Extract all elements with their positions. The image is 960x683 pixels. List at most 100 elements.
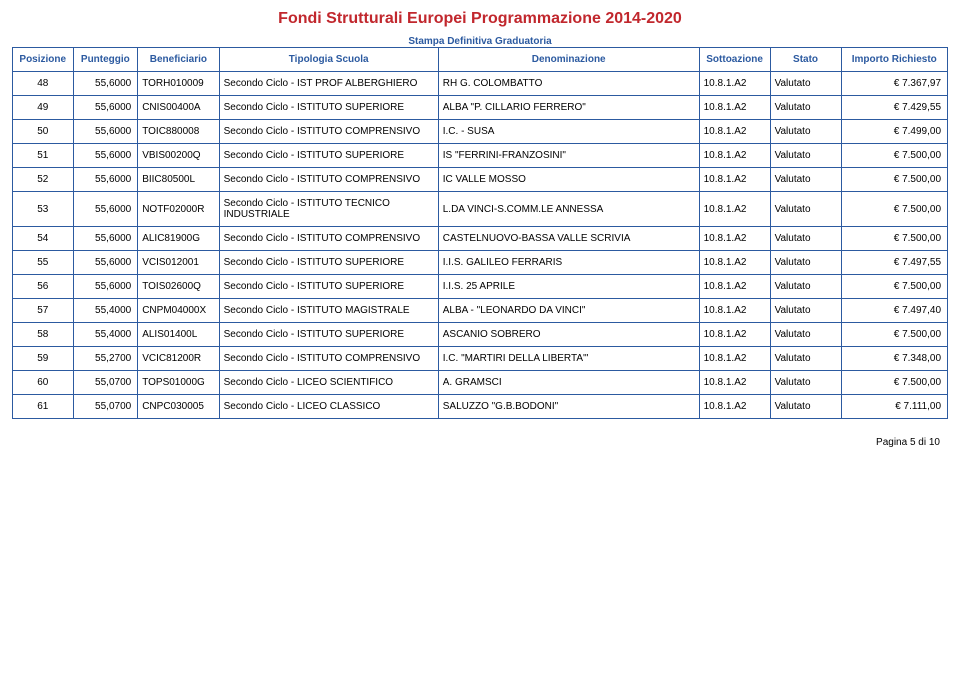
cell-importo: € 7.348,00 — [841, 347, 947, 371]
cell-importo: € 7.111,00 — [841, 395, 947, 419]
cell-punteggio: 55,6000 — [73, 168, 138, 192]
cell-stato: Valutato — [770, 323, 841, 347]
cell-importo: € 7.500,00 — [841, 144, 947, 168]
page-title: Fondi Strutturali Europei Programmazione… — [12, 10, 948, 28]
cell-sottoazione: 10.8.1.A2 — [699, 395, 770, 419]
table-row: 5655,6000TOIS02600QSecondo Ciclo - ISTIT… — [13, 275, 948, 299]
cell-denominazione: I.C. "MARTIRI DELLA LIBERTA'" — [438, 347, 699, 371]
cell-stato: Valutato — [770, 96, 841, 120]
cell-importo: € 7.500,00 — [841, 371, 947, 395]
cell-beneficiario: VCIC81200R — [138, 347, 219, 371]
cell-tipologia: Secondo Ciclo - LICEO SCIENTIFICO — [219, 371, 438, 395]
cell-punteggio: 55,6000 — [73, 120, 138, 144]
cell-punteggio: 55,2700 — [73, 347, 138, 371]
cell-sottoazione: 10.8.1.A2 — [699, 192, 770, 227]
cell-beneficiario: ALIC81900G — [138, 227, 219, 251]
graduatoria-table: Posizione Punteggio Beneficiario Tipolog… — [12, 47, 948, 419]
cell-tipologia: Secondo Ciclo - ISTITUTO SUPERIORE — [219, 144, 438, 168]
col-header-sottoazione: Sottoazione — [699, 48, 770, 72]
cell-importo: € 7.500,00 — [841, 323, 947, 347]
cell-tipologia: Secondo Ciclo - ISTITUTO MAGISTRALE — [219, 299, 438, 323]
cell-beneficiario: TOPS01000G — [138, 371, 219, 395]
cell-stato: Valutato — [770, 227, 841, 251]
cell-posizione: 58 — [13, 323, 74, 347]
cell-sottoazione: 10.8.1.A2 — [699, 275, 770, 299]
cell-sottoazione: 10.8.1.A2 — [699, 96, 770, 120]
col-header-punteggio: Punteggio — [73, 48, 138, 72]
cell-denominazione: ALBA - "LEONARDO DA VINCI" — [438, 299, 699, 323]
col-header-denominazione: Denominazione — [438, 48, 699, 72]
cell-denominazione: RH G. COLOMBATTO — [438, 72, 699, 96]
cell-importo: € 7.429,55 — [841, 96, 947, 120]
cell-punteggio: 55,0700 — [73, 371, 138, 395]
cell-importo: € 7.500,00 — [841, 275, 947, 299]
cell-posizione: 49 — [13, 96, 74, 120]
cell-tipologia: Secondo Ciclo - ISTITUTO COMPRENSIVO — [219, 120, 438, 144]
cell-posizione: 54 — [13, 227, 74, 251]
cell-sottoazione: 10.8.1.A2 — [699, 347, 770, 371]
cell-punteggio: 55,6000 — [73, 251, 138, 275]
cell-sottoazione: 10.8.1.A2 — [699, 120, 770, 144]
footer-total: 10 — [929, 437, 940, 448]
table-row: 5755,4000CNPM04000XSecondo Ciclo - ISTIT… — [13, 299, 948, 323]
cell-sottoazione: 10.8.1.A2 — [699, 299, 770, 323]
cell-beneficiario: NOTF02000R — [138, 192, 219, 227]
col-header-tipologia: Tipologia Scuola — [219, 48, 438, 72]
col-header-beneficiario: Beneficiario — [138, 48, 219, 72]
table-row: 5055,6000TOIC880008Secondo Ciclo - ISTIT… — [13, 120, 948, 144]
cell-tipologia: Secondo Ciclo - ISTITUTO TECNICO INDUSTR… — [219, 192, 438, 227]
table-row: 5255,6000BIIC80500LSecondo Ciclo - ISTIT… — [13, 168, 948, 192]
footer-label: Pagina 5 di — [876, 437, 926, 448]
table-row: 4855,6000TORH010009Secondo Ciclo - IST P… — [13, 72, 948, 96]
table-row: 5155,6000VBIS00200QSecondo Ciclo - ISTIT… — [13, 144, 948, 168]
cell-punteggio: 55,6000 — [73, 144, 138, 168]
cell-sottoazione: 10.8.1.A2 — [699, 144, 770, 168]
cell-stato: Valutato — [770, 192, 841, 227]
cell-beneficiario: VCIS012001 — [138, 251, 219, 275]
cell-posizione: 55 — [13, 251, 74, 275]
cell-importo: € 7.500,00 — [841, 227, 947, 251]
cell-beneficiario: TOIS02600Q — [138, 275, 219, 299]
cell-denominazione: ASCANIO SOBRERO — [438, 323, 699, 347]
cell-posizione: 59 — [13, 347, 74, 371]
cell-punteggio: 55,4000 — [73, 323, 138, 347]
cell-posizione: 56 — [13, 275, 74, 299]
table-row: 5955,2700VCIC81200RSecondo Ciclo - ISTIT… — [13, 347, 948, 371]
cell-posizione: 51 — [13, 144, 74, 168]
cell-beneficiario: CNPM04000X — [138, 299, 219, 323]
page-footer: Pagina 5 di 10 — [12, 437, 948, 448]
table-row: 6055,0700TOPS01000GSecondo Ciclo - LICEO… — [13, 371, 948, 395]
cell-denominazione: I.I.S. 25 APRILE — [438, 275, 699, 299]
cell-stato: Valutato — [770, 72, 841, 96]
cell-posizione: 61 — [13, 395, 74, 419]
cell-posizione: 60 — [13, 371, 74, 395]
cell-sottoazione: 10.8.1.A2 — [699, 227, 770, 251]
cell-stato: Valutato — [770, 347, 841, 371]
col-header-posizione: Posizione — [13, 48, 74, 72]
cell-denominazione: IS "FERRINI-FRANZOSINI" — [438, 144, 699, 168]
cell-sottoazione: 10.8.1.A2 — [699, 323, 770, 347]
cell-denominazione: I.I.S. GALILEO FERRARIS — [438, 251, 699, 275]
cell-importo: € 7.367,97 — [841, 72, 947, 96]
cell-posizione: 52 — [13, 168, 74, 192]
cell-stato: Valutato — [770, 299, 841, 323]
cell-stato: Valutato — [770, 371, 841, 395]
cell-tipologia: Secondo Ciclo - ISTITUTO COMPRENSIVO — [219, 347, 438, 371]
cell-tipologia: Secondo Ciclo - ISTITUTO SUPERIORE — [219, 275, 438, 299]
cell-tipologia: Secondo Ciclo - ISTITUTO SUPERIORE — [219, 323, 438, 347]
cell-tipologia: Secondo Ciclo - ISTITUTO SUPERIORE — [219, 251, 438, 275]
table-row: 5555,6000VCIS012001Secondo Ciclo - ISTIT… — [13, 251, 948, 275]
cell-punteggio: 55,6000 — [73, 72, 138, 96]
table-header-row: Posizione Punteggio Beneficiario Tipolog… — [13, 48, 948, 72]
cell-stato: Valutato — [770, 120, 841, 144]
cell-posizione: 48 — [13, 72, 74, 96]
cell-denominazione: I.C. - SUSA — [438, 120, 699, 144]
col-header-stato: Stato — [770, 48, 841, 72]
table-row: 4955,6000CNIS00400ASecondo Ciclo - ISTIT… — [13, 96, 948, 120]
cell-denominazione: A. GRAMSCI — [438, 371, 699, 395]
cell-punteggio: 55,6000 — [73, 275, 138, 299]
cell-sottoazione: 10.8.1.A2 — [699, 371, 770, 395]
cell-stato: Valutato — [770, 168, 841, 192]
cell-importo: € 7.499,00 — [841, 120, 947, 144]
cell-denominazione: SALUZZO "G.B.BODONI" — [438, 395, 699, 419]
